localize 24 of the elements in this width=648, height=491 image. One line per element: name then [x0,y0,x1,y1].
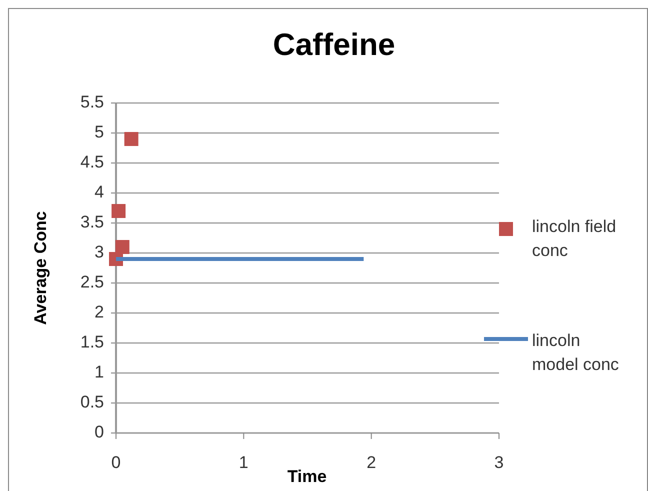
y-tick-label: 1.5 [80,332,104,352]
y-tick-label: 3.5 [80,212,104,232]
point [115,240,130,254]
x-tick-label: 2 [366,453,376,472]
legend-label: lincoln model conc [532,331,620,374]
x-tick-label: 0 [111,453,121,472]
y-tick-label: 0.5 [80,392,104,412]
y-tick-label: 4 [94,182,104,202]
y-tick-label: 4.5 [80,152,104,172]
x-tick-label: 3 [494,453,504,472]
y-tick-label: 0 [94,422,104,442]
y-axis-title: Average Conc [31,211,50,325]
legend-label: lincoln field conc [532,217,616,260]
x-axis-title: Time [287,467,327,486]
y-tick-label: 2 [94,302,104,322]
y-tick-label: 3 [94,242,104,262]
point [112,204,126,218]
y-tick-label: 5.5 [80,92,104,112]
point [124,132,138,146]
y-tick-label: 1 [94,362,104,382]
y-tick-label: 5 [94,122,104,142]
x-tick-label: 1 [238,453,248,472]
y-tick-label: 2.5 [80,272,104,292]
chart-title: Caffeine [272,27,396,62]
